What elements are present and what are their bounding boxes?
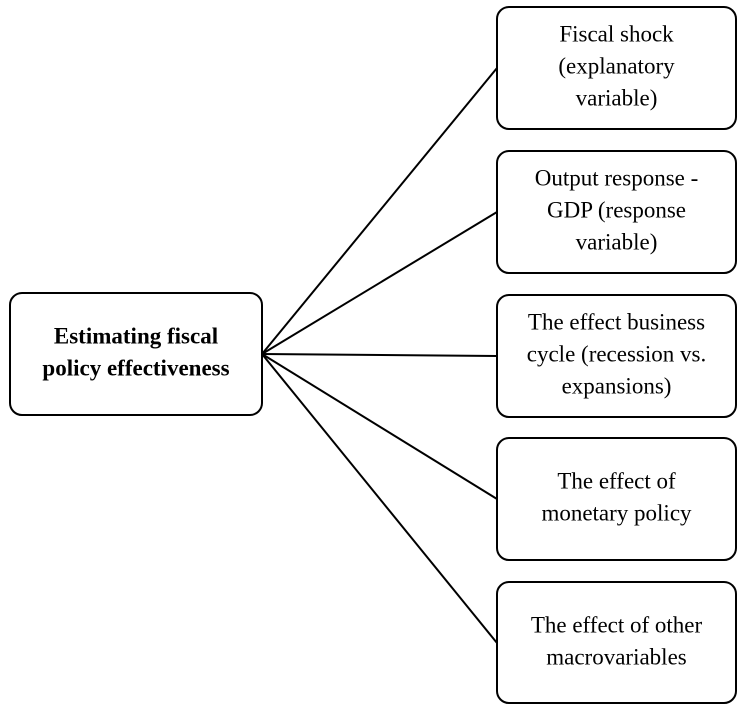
links [261,67,498,644]
node: The effect business cycle (recession vs. e… [496,294,737,418]
label-line: policy effectiveness [42,355,229,380]
connector [261,211,498,355]
node-box [496,437,737,561]
node: Fiscal shock (explanatory variable) [496,6,737,130]
connector [261,353,498,500]
label-line: monetary policy [541,500,692,525]
node: The effect of monetary policy [496,437,737,561]
label-line: Output response - [535,165,699,190]
connector [261,353,498,357]
label-line: cycle (recession vs. [527,341,706,366]
node-box [496,294,737,418]
label-line: Estimating fiscal [54,323,218,348]
label-line: The effect business [528,309,705,334]
root-box [9,292,263,416]
label-line: GDP (response [547,197,686,222]
label-line: Fiscal shock [559,21,674,46]
node-box [496,150,737,274]
label-line: variable) [576,229,658,254]
connector [261,67,498,355]
node-box [496,581,737,704]
label-line: variable) [576,85,658,110]
root-label: Estimating fiscal policy effectiveness [42,323,229,380]
label-line: macrovariables [546,644,687,669]
label-line: expansions) [562,373,672,398]
node-box [496,6,737,130]
label-line: The effect of other [531,612,703,637]
node: Output response - GDP (response variable) [496,150,737,274]
connector [261,353,498,644]
label-line: (explanatory [558,53,675,78]
label-line: The effect of [557,468,676,493]
node: The effect of other macrovariables [496,581,737,704]
